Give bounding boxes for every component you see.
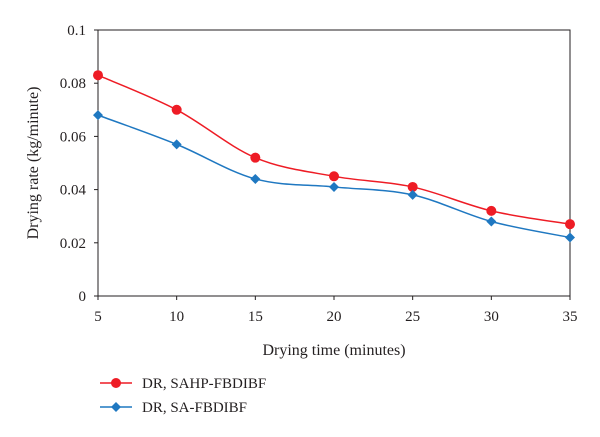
legend-marker (111, 402, 121, 412)
data-point (250, 152, 261, 163)
legend-label: DR, SAHP-FBDIBF (142, 376, 266, 392)
data-point (407, 189, 418, 200)
data-point (329, 181, 339, 192)
x-tick-label: 35 (563, 309, 578, 325)
data-point (486, 205, 497, 216)
legend-marker (111, 378, 121, 388)
data-point (329, 171, 339, 182)
y-tick-label: 0.06 (60, 129, 87, 145)
series-line (97, 74, 571, 225)
y-tick-label: 0.02 (60, 236, 86, 252)
x-tick-label: 10 (169, 309, 184, 325)
data-point (171, 139, 182, 150)
series-0 (93, 70, 575, 230)
x-tick-label: 20 (327, 309, 342, 325)
y-tick-label: 0.1 (67, 23, 86, 39)
x-axis-label: Drying time (minutes) (262, 342, 405, 359)
data-point (171, 104, 182, 115)
data-point (407, 181, 418, 192)
x-tick-label: 25 (405, 309, 420, 325)
series-1 (93, 110, 575, 243)
y-tick-label: 0.08 (60, 76, 86, 92)
data-point (93, 70, 103, 81)
data-point (486, 216, 497, 227)
data-point (565, 232, 575, 243)
legend-label: DR, SA-FBDIBF (142, 400, 247, 416)
x-tick-label: 30 (484, 309, 499, 325)
data-point (565, 219, 575, 230)
plot-frame (97, 29, 571, 297)
legend: DR, SAHP-FBDIBF DR, SA-FBDIBF (100, 376, 266, 416)
y-tick-label: 0.04 (60, 183, 87, 199)
data-point (93, 110, 103, 121)
x-tick-label: 5 (94, 309, 102, 325)
y-axis-label: Drying rate (kg/minute) (25, 87, 42, 240)
x-tick-label: 15 (248, 309, 263, 325)
data-point (250, 173, 261, 184)
y-tick-label: 0 (79, 289, 87, 305)
